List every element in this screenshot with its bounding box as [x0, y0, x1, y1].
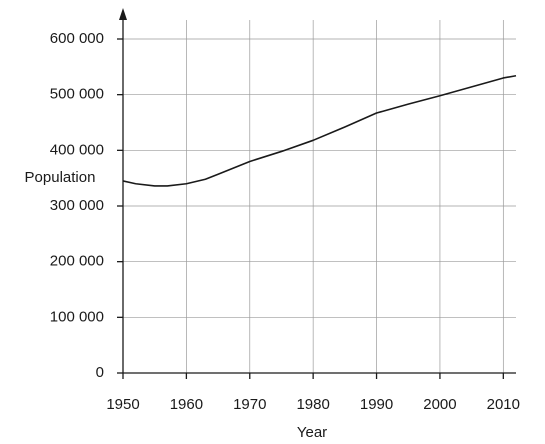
y-axis-label: Population	[25, 169, 96, 186]
y-axis-arrow	[119, 8, 127, 20]
x-tick-label: 2000	[423, 396, 456, 413]
x-tick-label: 1990	[360, 396, 393, 413]
y-tick-label: 0	[96, 364, 104, 381]
line	[122, 74, 517, 187]
y-tick-label: 400 000	[50, 141, 104, 158]
y-tick-label: 100 000	[50, 308, 104, 325]
y-tick-label: 300 000	[50, 197, 104, 214]
x-tick-label: 1980	[296, 396, 329, 413]
x-tick-label: 1960	[170, 396, 203, 413]
y-tick-label: 600 000	[50, 30, 104, 47]
x-tick-label: 1970	[233, 396, 266, 413]
x-tick-label: 2010	[487, 396, 520, 413]
y-tick-label: 200 000	[50, 253, 104, 270]
x-axis-label: Year	[297, 424, 327, 441]
x-tick-label: 1950	[106, 396, 139, 413]
y-tick-label: 500 000	[50, 86, 104, 103]
